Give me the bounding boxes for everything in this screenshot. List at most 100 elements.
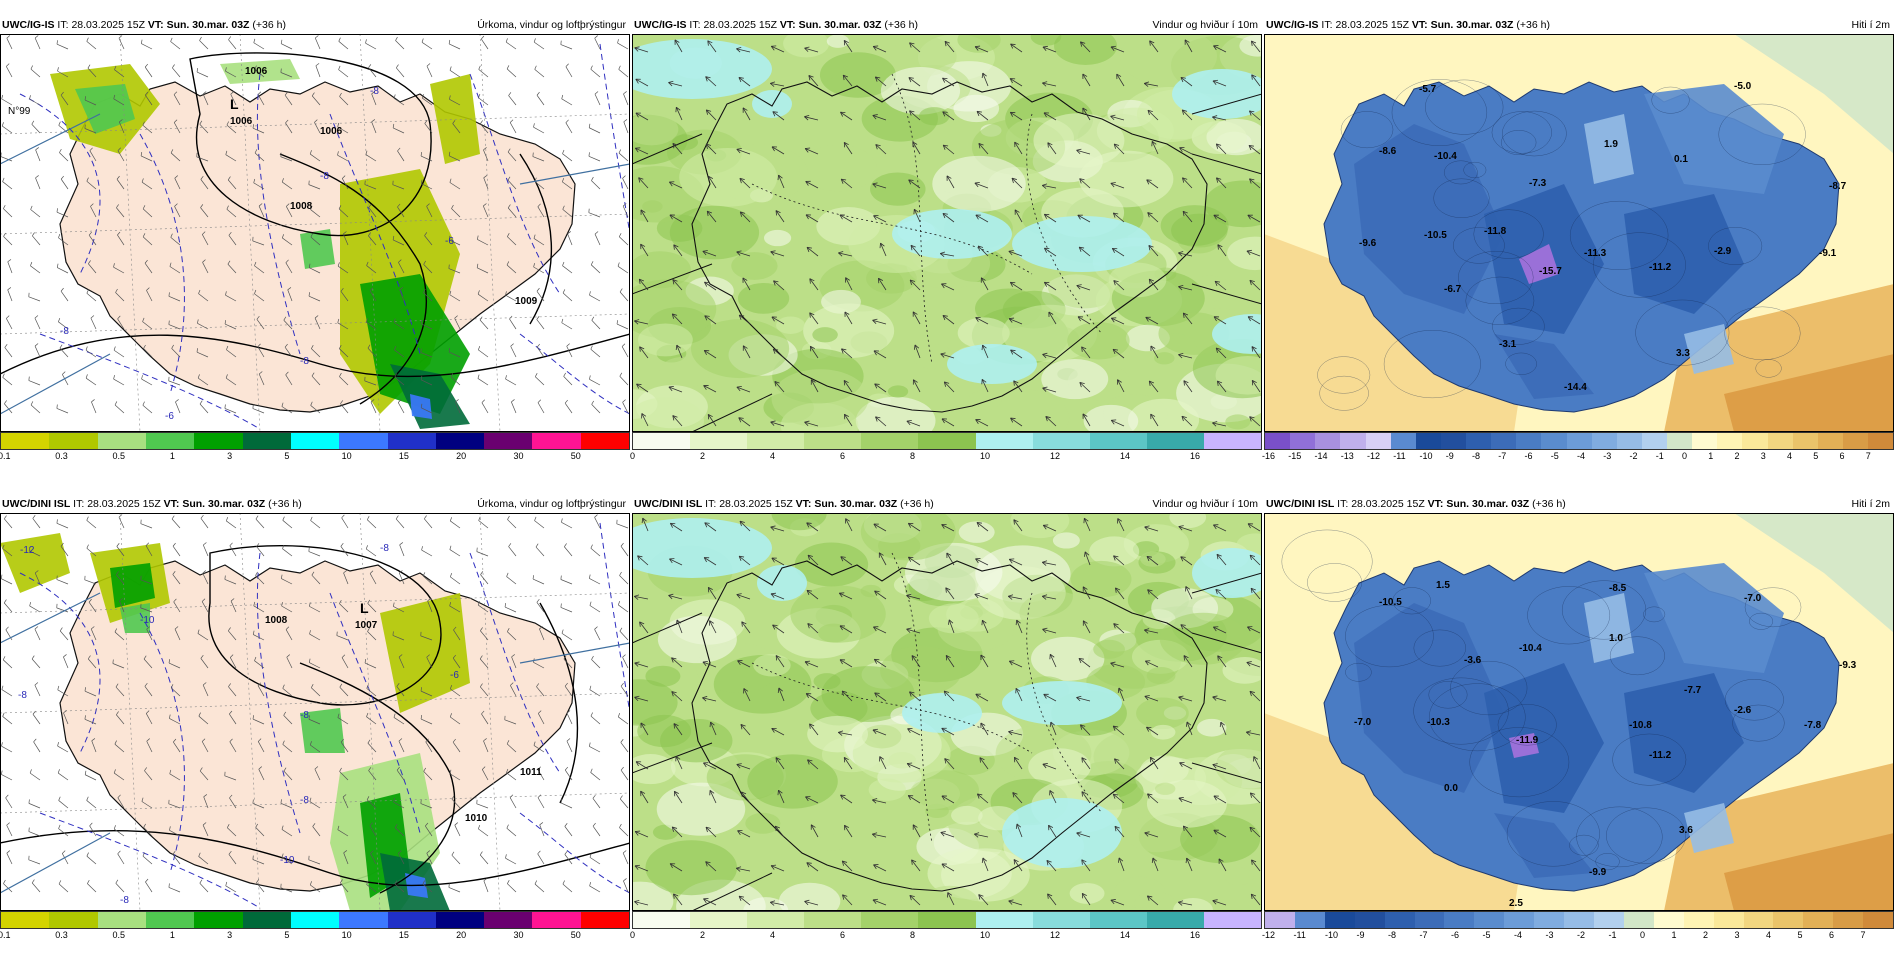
colorbar-swatch [1516,433,1541,449]
colorbar-swatch [1534,912,1564,928]
colorbar-tick-label: 7 [1861,930,1866,941]
wind-speed-patch [1161,205,1229,246]
panel-header: UWC/IG-IS IT: 28.03.2025 15Z VT: Sun. 30… [1264,16,1894,34]
colorbar-tick-label: 12 [1050,930,1060,941]
temperature-value: -8.5 [1609,583,1627,594]
wind-speed-patch [670,206,759,260]
wind-speed-patch [1154,352,1175,364]
run-info: UWC/DINI ISL IT: 28.03.2025 15Z VT: Sun.… [634,495,934,513]
wind-speed-patch [1019,591,1090,634]
colorbar-swatch [1265,912,1295,928]
temperature-value: -8.7 [1829,181,1847,192]
colorbar-tick-label: 0.5 [113,451,126,462]
colorbar-tick-label: 10 [342,930,352,941]
map-area [632,34,1262,432]
colorbar-tick-label: -11 [1393,451,1405,462]
pressure-label: 1008 [265,615,288,626]
colorbar-tick-label: 20 [456,451,466,462]
colorbar-swatch [291,912,339,928]
colorbar-tick-label: 15 [399,930,409,941]
temperature-value: -10.4 [1434,151,1457,162]
colorbar-tick-label: -12 [1367,451,1380,462]
colorbar-tick-label: -14 [1315,451,1328,462]
panel-header: UWC/DINI ISL IT: 28.03.2025 15Z VT: Sun.… [0,495,630,513]
colorbar-tick-label: 5 [1813,451,1818,462]
colorbar-swatch [1592,433,1617,449]
wind-arrow [771,865,776,866]
colorbar-tick-label: -2 [1630,451,1638,462]
colorbar-swatch [1692,433,1717,449]
colorbar-tick-label: 0.1 [0,930,11,941]
temperature-value: -10.4 [1519,643,1542,654]
colorbar-swatches [632,432,1262,450]
colorbar-swatch [1654,912,1684,928]
pressure-label: 1010 [465,813,488,824]
isotherm-label: -6 [165,411,174,422]
wind-speed-patch [953,95,999,122]
wind-speed-patch [870,172,925,205]
wind-arrow [674,724,675,729]
colorbar-tick-label: -3 [1603,451,1611,462]
model-name: UWC/IG-IS [2,19,55,31]
colorbar-swatch [581,912,629,928]
init-time: 28.03.2025 15Z [719,498,793,510]
wind-speed-patch [638,324,693,357]
colorbar-tick-label: 5 [284,930,289,941]
colorbar-tick-label: -3 [1546,930,1554,941]
colorbar-swatch [918,433,975,449]
wind-arrow [1016,620,1017,625]
wind-speed-patch [1225,414,1250,429]
colorbar-tick-label: 14 [1120,930,1130,941]
colorbar-swatch [1768,433,1793,449]
wind-speed-patch [1093,640,1125,659]
colorbar-swatches [0,432,630,450]
colorbar-tick-label: -2 [1577,930,1585,941]
isotherm-label: -10 [140,615,155,626]
temperature-value: -7.8 [1804,720,1822,731]
temperature-value: -9.3 [1839,660,1857,671]
wind-speed-patch [1197,719,1226,737]
isotherm-label: -8 [18,690,27,701]
colorbar-swatch [1355,912,1385,928]
colorbar-tick-label: -6 [1525,451,1533,462]
wind-speed-patch [929,603,979,633]
panel-igis-precip: UWC/IG-IS IT: 28.03.2025 15Z VT: Sun. 30… [0,16,630,476]
wind-speed-patch [1079,151,1174,208]
colorbar-tick-label: 6 [1829,930,1834,941]
isotherm-label: -6 [450,670,459,681]
wind-speed-patch [772,369,869,427]
colorbar-swatch [532,433,580,449]
temperature-value: -2.9 [1714,246,1732,257]
colorbar-swatch [146,912,194,928]
isotherm-label: -8 [300,710,309,721]
temperature-value: -3.6 [1464,655,1482,666]
vt-label: VT: [148,19,164,31]
isotherm-label: -6 [445,236,454,247]
colorbar-swatch [1444,912,1474,928]
wind-arrow [805,661,810,662]
wind-speed-patch [959,521,995,543]
colorbar-tick-label: -6 [1451,930,1459,941]
wind-speed-patch [1147,667,1176,684]
colorbar-tick-label: 2 [1735,451,1740,462]
colorbar-swatch [1868,433,1893,449]
model-name: UWC/DINI ISL [2,498,70,510]
wind-arrow [975,46,980,47]
model-name: UWC/IG-IS [1266,19,1319,31]
colorbar-tick-label: 0.3 [55,451,68,462]
colorbar-tick-label: 10 [342,451,352,462]
colorbar-swatch [388,433,436,449]
colorbar-swatch [1290,433,1315,449]
colorbar-swatch [1474,912,1504,928]
wind-arrow [1082,792,1083,797]
wind-speed-patch [1140,755,1188,784]
colorbar-swatch [1818,433,1843,449]
wind-speed-patch [658,616,737,663]
colorbar-tick-label: -7 [1498,451,1506,462]
wind-speed-patch [1155,783,1175,795]
panel-header: UWC/DINI ISL IT: 28.03.2025 15Z VT: Sun.… [1264,495,1894,513]
